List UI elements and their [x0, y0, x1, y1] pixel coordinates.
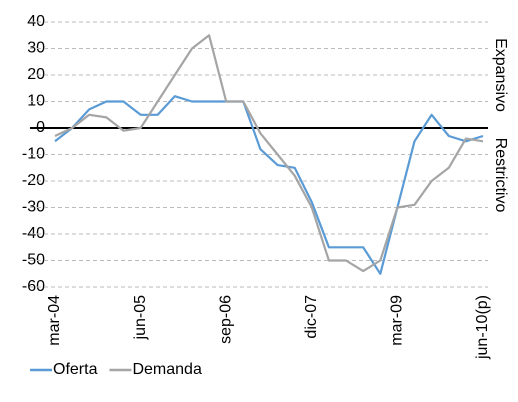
- legend-label: Demanda: [132, 361, 201, 378]
- y-tick-label: 30: [27, 40, 45, 57]
- x-tick-label: mar-09: [389, 295, 406, 346]
- annotation: Restrictivo: [492, 138, 509, 213]
- y-tick-label: 10: [27, 93, 45, 110]
- x-tick-label: sep-06: [217, 295, 234, 344]
- annotation: Expansivo: [492, 38, 509, 112]
- y-tick-label: 40: [27, 13, 45, 30]
- x-tick-label: mar-04: [46, 295, 63, 346]
- y-tick-label: 20: [27, 66, 45, 83]
- x-tick-label: jun-10(p): [474, 295, 491, 360]
- legend-label: Oferta: [53, 361, 98, 378]
- series-line: [54, 34, 484, 273]
- series-line: [54, 95, 484, 275]
- x-tick-label: jun-05: [132, 295, 149, 341]
- x-tick-label: dic-07: [303, 295, 320, 339]
